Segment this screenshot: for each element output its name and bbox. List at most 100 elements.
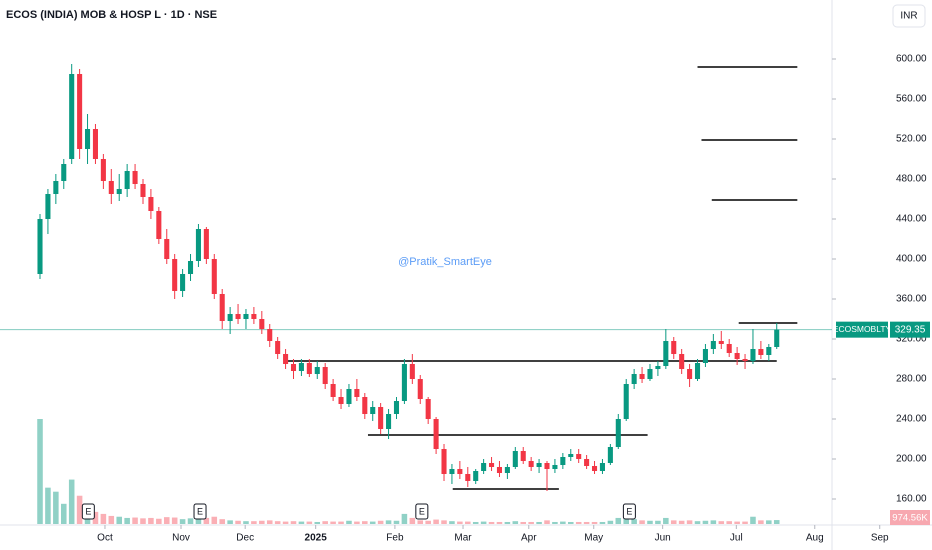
y-tick-label: 600.00 — [896, 54, 927, 65]
volume-bar — [702, 520, 709, 524]
candle-body — [203, 229, 209, 259]
volume-bar — [552, 521, 558, 524]
event-marker[interactable] — [622, 503, 636, 520]
volume-bar — [694, 521, 701, 524]
volume-bar — [148, 517, 154, 524]
volume-bar — [433, 519, 439, 524]
y-tick-label: 440.00 — [896, 214, 927, 225]
volume-bar — [179, 519, 186, 524]
candle-body — [647, 369, 653, 379]
volume-bar — [520, 521, 527, 524]
currency-box[interactable] — [892, 4, 926, 28]
volume-bar — [647, 520, 653, 524]
volume-bar — [599, 521, 606, 524]
candle-body — [694, 363, 701, 379]
candle-body — [552, 465, 558, 469]
candle-body — [544, 463, 550, 469]
candle-body — [671, 341, 677, 354]
volume-bar — [163, 517, 170, 524]
volume-bar — [465, 521, 471, 524]
candle-body — [330, 384, 336, 397]
candle-body — [393, 401, 400, 414]
volume-bar — [211, 516, 218, 524]
candle-body — [195, 229, 201, 261]
candle-body — [227, 314, 233, 321]
volume-bar — [298, 521, 305, 524]
x-tick-label: Oct — [97, 533, 113, 544]
x-tick-label: Mar — [454, 533, 472, 544]
x-tick-label: Jun — [655, 533, 671, 544]
volume-bar — [457, 521, 463, 524]
x-tick-label: Apr — [521, 533, 537, 544]
candle-body — [742, 359, 748, 361]
candle-body — [306, 363, 312, 374]
candle-body — [53, 181, 59, 194]
y-tick-label: 360.00 — [896, 294, 927, 305]
volume-bar — [758, 520, 764, 524]
volume-bar — [322, 521, 328, 524]
volume-bar — [140, 518, 146, 524]
event-marker[interactable] — [193, 503, 207, 520]
volume-bar — [100, 513, 107, 524]
candle-body — [528, 461, 534, 467]
candle-body — [615, 419, 621, 447]
volume-bar — [385, 520, 392, 524]
candle-body — [512, 451, 518, 467]
volume-bar — [290, 521, 297, 524]
y-tick-label: 200.00 — [896, 454, 927, 465]
candle-body — [774, 329, 780, 347]
candle-body — [441, 449, 447, 474]
volume-bar — [734, 521, 740, 524]
candle-body — [576, 454, 582, 459]
y-tick-label: 400.00 — [896, 254, 927, 265]
volume-bar — [631, 519, 637, 524]
candle-body — [758, 349, 764, 355]
event-marker[interactable] — [81, 503, 95, 520]
volume-bar — [710, 520, 717, 524]
candle-body — [750, 349, 756, 361]
volume-bar — [266, 520, 273, 524]
event-marker[interactable] — [415, 503, 429, 520]
candle-body — [354, 389, 360, 397]
volume-bar — [663, 517, 669, 524]
volume-bar — [116, 516, 122, 524]
candle-body — [599, 463, 605, 471]
volume-bar — [742, 521, 748, 524]
candle-body — [267, 329, 273, 341]
volume-bar — [330, 521, 336, 524]
candle-body — [465, 474, 471, 481]
volume-bar — [251, 521, 257, 524]
candle-body — [489, 463, 495, 467]
y-tick-label: 480.00 — [896, 174, 927, 185]
volume-bar — [235, 520, 241, 524]
volume-bar — [377, 520, 384, 524]
candle-body — [449, 469, 455, 474]
y-tick-label: 520.00 — [896, 134, 927, 145]
candle-body — [69, 74, 75, 159]
volume-bar — [306, 521, 313, 524]
volume-bar — [132, 517, 138, 524]
candle-body — [409, 364, 415, 379]
candle-body — [734, 353, 740, 359]
candle-body — [100, 159, 106, 181]
volume-bar — [504, 521, 511, 524]
volume-bar — [655, 520, 661, 524]
volume-bar — [773, 520, 780, 524]
candle-body — [140, 184, 146, 197]
volume-bar — [314, 521, 321, 524]
candle-body — [314, 367, 320, 374]
candle-body — [156, 211, 162, 239]
volume-bar — [536, 521, 542, 524]
chart-title: ECOS (INDIA) MOB & HOSP L · 1D · NSE — [6, 9, 217, 21]
candle-body — [457, 469, 463, 474]
candle-body — [92, 129, 98, 159]
candle-body — [663, 341, 669, 366]
candle-body — [591, 466, 598, 471]
candle-body — [235, 314, 241, 319]
volume-bar — [766, 520, 772, 524]
candle-body — [298, 363, 304, 371]
candle-body — [370, 407, 376, 414]
volume-bar — [219, 519, 225, 524]
candle-body — [85, 129, 91, 149]
